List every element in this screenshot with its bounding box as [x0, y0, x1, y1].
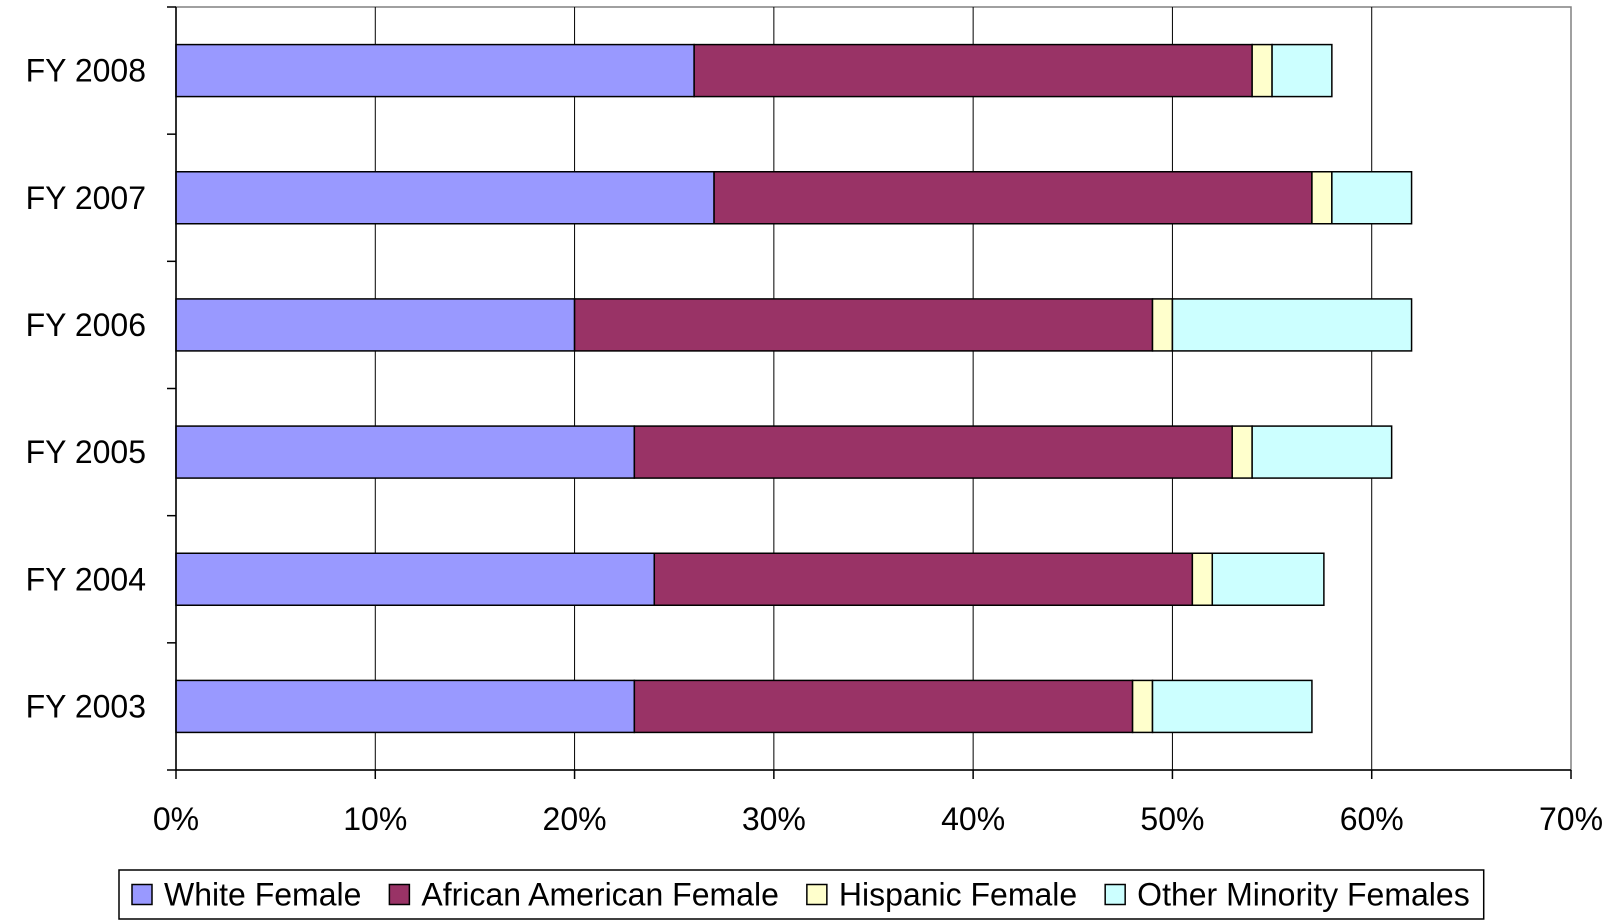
bar-segment — [1211, 552, 1325, 606]
legend-label: Other Minority Females — [1137, 877, 1470, 913]
bar-segment — [1151, 679, 1313, 734]
x-tick-label: 0% — [153, 801, 199, 837]
plot-border — [175, 6, 1572, 771]
x-tick-label: 60% — [1340, 801, 1404, 837]
legend-item: African American Female — [388, 877, 779, 913]
legend-item: White Female — [131, 877, 361, 913]
y-tick-label: FY 2007 — [26, 180, 146, 216]
y-tick-label: FY 2006 — [26, 307, 146, 343]
legend: White Female African American Female Hispa… — [118, 869, 1485, 920]
bar-segment — [1251, 43, 1273, 98]
legend-swatch — [388, 883, 411, 906]
y-tick-label: FY 2004 — [26, 561, 146, 597]
x-tick-label: 30% — [742, 801, 806, 837]
x-tick-label: 10% — [343, 801, 407, 837]
bar-segment — [175, 43, 695, 98]
legend-label: White Female — [164, 877, 361, 913]
bar-segment — [573, 298, 1154, 352]
legend-label: African American Female — [421, 877, 778, 913]
legend-swatch — [806, 883, 828, 906]
bar-segment — [633, 679, 1134, 734]
legend-item: Hispanic Female — [806, 877, 1077, 913]
bar-segment — [175, 171, 715, 225]
x-tick-label: 40% — [941, 801, 1005, 837]
bar-segment — [1131, 679, 1154, 734]
legend-frame — [118, 869, 1485, 920]
bar-segment — [175, 298, 576, 352]
x-axis: 0% 10% 20% 30% 40% 50% 60% 70% — [153, 769, 1603, 837]
bar-segment — [1311, 171, 1333, 225]
legend-swatch — [131, 883, 153, 906]
legend-swatch — [1104, 883, 1126, 906]
bar-segment — [175, 679, 636, 734]
bar-segment — [1331, 171, 1413, 225]
bar-segment — [175, 552, 656, 606]
bar-segment — [713, 171, 1313, 225]
bar-segment — [1171, 298, 1413, 352]
y-tick-label: FY 2008 — [26, 53, 146, 89]
plot-area — [175, 6, 1572, 771]
x-tick-label: 70% — [1539, 801, 1603, 837]
x-tick-label: 50% — [1140, 801, 1204, 837]
bar-segment — [633, 425, 1233, 479]
bar-segment — [693, 43, 1253, 98]
legend-label: Hispanic Female — [839, 877, 1077, 913]
bar-segment — [653, 552, 1194, 606]
y-tick-label: FY 2005 — [26, 434, 146, 470]
bar-segment — [1251, 425, 1393, 479]
y-axis: FY 2008 FY 2007 FY 2006 FY 2005 FY 2004 FY 20… — [26, 6, 177, 771]
bar-segment — [1271, 43, 1333, 98]
bar-segment — [1191, 552, 1214, 606]
y-tick-label: FY 2003 — [26, 688, 146, 724]
legend-item: Other Minority Females — [1104, 877, 1470, 913]
bar-segment — [1231, 425, 1253, 479]
bar-segment — [175, 425, 636, 479]
bar-segment — [1151, 298, 1174, 352]
x-tick-label: 20% — [543, 801, 607, 837]
